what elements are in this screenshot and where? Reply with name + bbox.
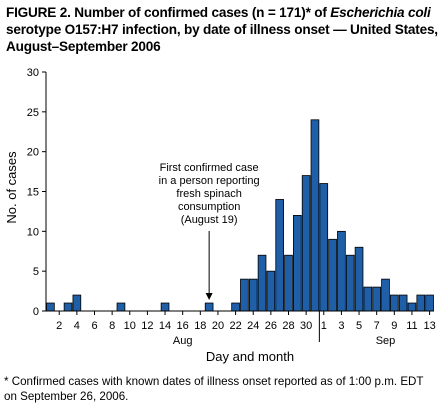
bar-aug-24 bbox=[248, 278, 258, 312]
y-tick-label: 0 bbox=[33, 306, 39, 318]
bar-aug-9 bbox=[116, 302, 126, 312]
annotation-arrow-head bbox=[205, 293, 213, 301]
bar-aug-22 bbox=[231, 302, 240, 312]
x-tick-label: 30 bbox=[300, 320, 312, 332]
bar-aug-29 bbox=[293, 214, 302, 312]
bar-aug-14 bbox=[160, 302, 170, 312]
bar-aug-23 bbox=[240, 278, 249, 312]
bar-sep-5 bbox=[354, 246, 364, 312]
y-tick-label: 5 bbox=[33, 266, 39, 278]
bar-sep-13 bbox=[425, 294, 434, 312]
bar-aug-3 bbox=[63, 302, 73, 312]
annotation-line: First confirmed case bbox=[160, 162, 259, 174]
month-label-sep: Sep bbox=[376, 335, 396, 347]
bar-aug-25 bbox=[257, 254, 267, 312]
bar-sep-11 bbox=[407, 302, 417, 312]
footnote: * Confirmed cases with known dates of il… bbox=[4, 375, 424, 403]
x-tick-label: 14 bbox=[159, 320, 171, 332]
x-tick-label: 1 bbox=[321, 320, 327, 332]
bar-sep-2 bbox=[328, 238, 337, 312]
x-tick-label: 8 bbox=[109, 320, 115, 332]
x-tick-label: 18 bbox=[194, 320, 206, 332]
x-tick-label: 7 bbox=[374, 320, 380, 332]
figure-title: FIGURE 2. Number of confirmed cases (n =… bbox=[6, 4, 438, 55]
x-tick-label: 6 bbox=[91, 320, 97, 332]
bar-sep-12 bbox=[416, 294, 426, 312]
figure-title-suffix: serotype O157:H7 infection, by date of i… bbox=[6, 22, 438, 54]
bar-aug-30 bbox=[301, 175, 311, 312]
bar-aug-26 bbox=[266, 270, 276, 312]
y-tick-label: 15 bbox=[27, 187, 39, 199]
bar-aug-31 bbox=[310, 119, 320, 312]
x-tick-label: 24 bbox=[247, 320, 259, 332]
annotation-line: consumption bbox=[178, 201, 240, 213]
bar-aug-19 bbox=[204, 302, 214, 312]
annotation-line: in a person reporting bbox=[159, 175, 260, 187]
y-axis-title: No. of cases bbox=[4, 151, 19, 224]
bar-aug-27 bbox=[275, 199, 284, 312]
y-tick-label: 25 bbox=[27, 107, 39, 119]
axes-group bbox=[42, 71, 434, 342]
bar-sep-6 bbox=[363, 286, 373, 312]
x-tick-label: 3 bbox=[338, 320, 344, 332]
x-tick-label: 20 bbox=[212, 320, 224, 332]
bar-sep-9 bbox=[390, 294, 399, 312]
x-tick-label: 13 bbox=[423, 320, 435, 332]
x-tick-label: 4 bbox=[74, 320, 80, 332]
y-tick-label: 10 bbox=[27, 226, 39, 238]
bar-aug-28 bbox=[284, 254, 293, 312]
bar-sep-7 bbox=[372, 286, 381, 312]
month-label-aug: Aug bbox=[173, 335, 193, 347]
bar-sep-8 bbox=[381, 278, 390, 312]
x-tick-label: 10 bbox=[124, 320, 136, 332]
bar-sep-3 bbox=[337, 230, 346, 312]
bars-group bbox=[46, 119, 434, 312]
annotation-line: (August 19) bbox=[181, 214, 238, 226]
x-tick-label: 11 bbox=[406, 320, 417, 332]
x-tick-label: 12 bbox=[141, 320, 153, 332]
y-tick-label: 30 bbox=[27, 67, 39, 79]
bar-sep-1 bbox=[319, 183, 329, 312]
figure-title-prefix: FIGURE 2. Number of confirmed cases (n =… bbox=[6, 5, 331, 20]
annotation-line: fresh spinach bbox=[176, 188, 241, 200]
x-tick-label: 9 bbox=[391, 320, 397, 332]
x-tick-label: 2 bbox=[56, 320, 62, 332]
x-tick-label: 16 bbox=[177, 320, 189, 332]
x-tick-label: 28 bbox=[282, 320, 294, 332]
bar-aug-1 bbox=[46, 302, 55, 312]
bar-aug-4 bbox=[72, 294, 82, 312]
y-tick-label: 20 bbox=[27, 147, 39, 159]
figure-title-italic: Escherichia coli bbox=[330, 5, 431, 20]
x-axis-title: Day and month bbox=[206, 349, 294, 364]
x-tick-label: 22 bbox=[229, 320, 241, 332]
x-tick-label: 26 bbox=[265, 320, 277, 332]
x-tick-label: 5 bbox=[356, 320, 362, 332]
bar-sep-10 bbox=[398, 294, 408, 312]
bar-sep-4 bbox=[345, 254, 355, 312]
